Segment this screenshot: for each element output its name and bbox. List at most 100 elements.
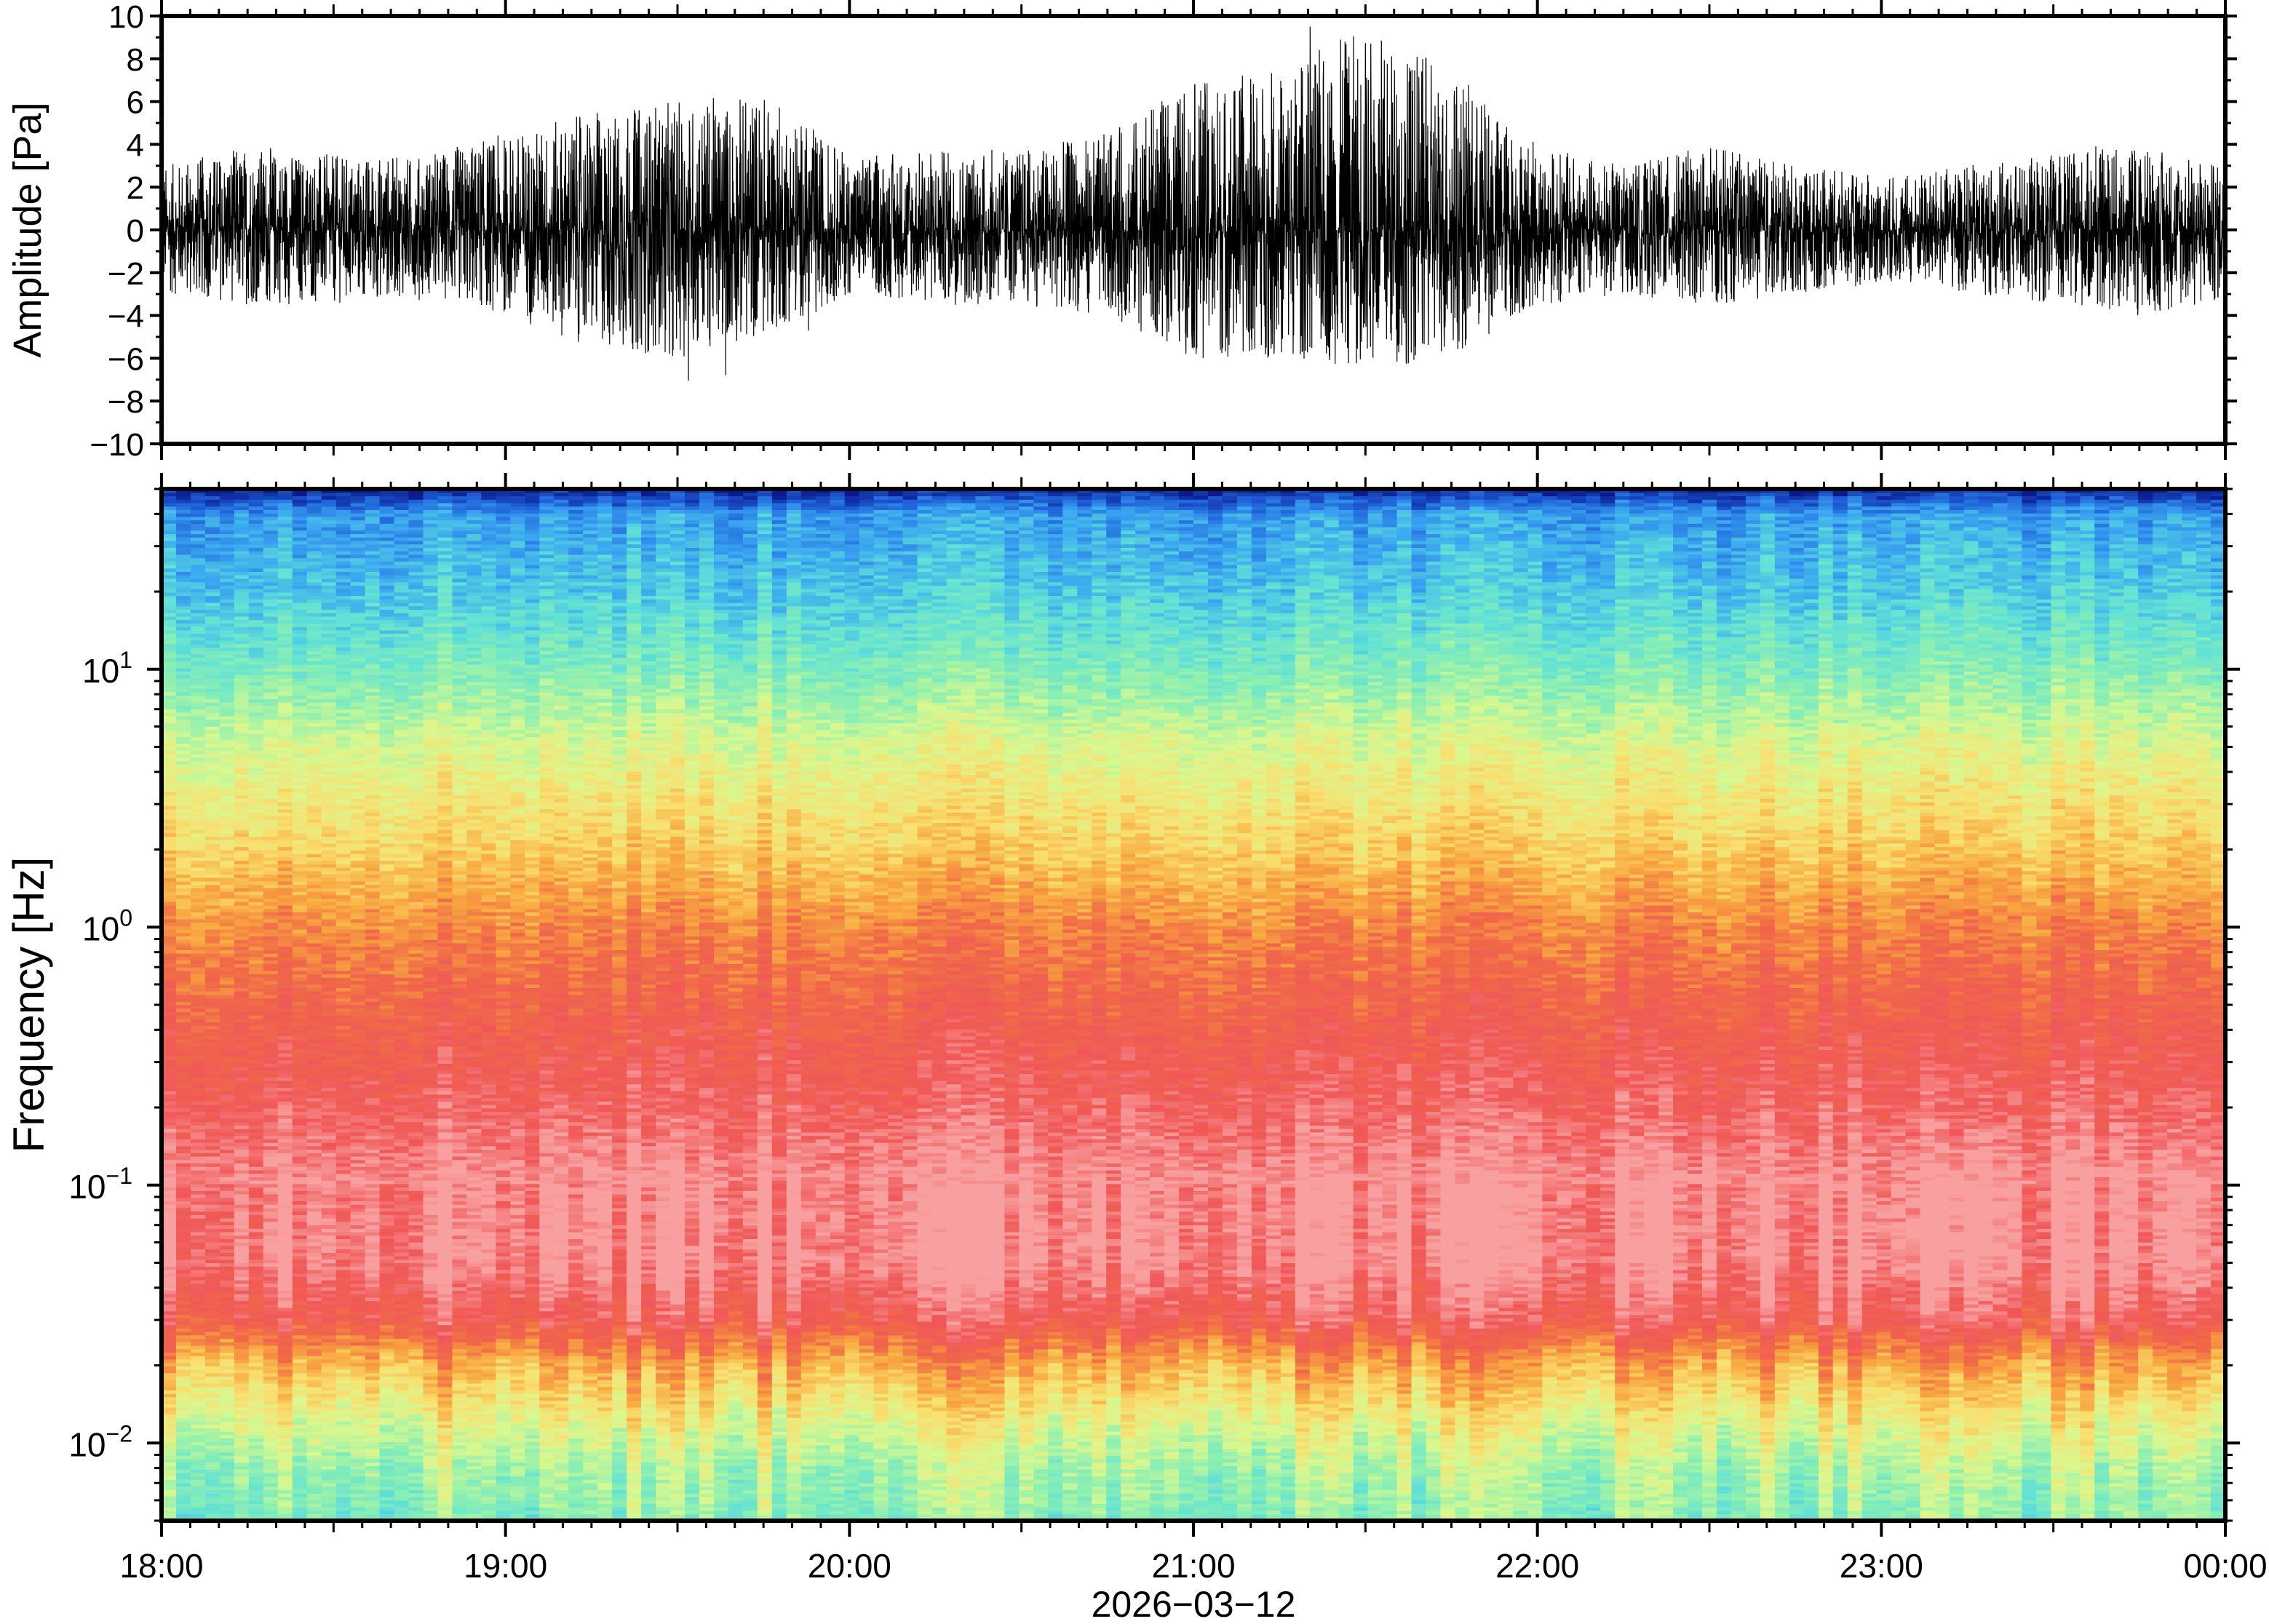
spectrogram-cell <box>1077 1455 1092 1459</box>
spectrogram-cell <box>423 1473 438 1476</box>
spectrogram-cell <box>481 1428 496 1431</box>
spectrogram-cell <box>1150 1486 1165 1490</box>
spectrogram-cell <box>2167 1438 2182 1442</box>
spectrogram-cell <box>1862 1428 1877 1431</box>
spectrogram-cell <box>627 1445 642 1449</box>
spectrogram-cell <box>2036 1438 2051 1442</box>
spectrogram-cell <box>975 1489 990 1493</box>
spectrogram-cell <box>946 1479 961 1483</box>
spectrogram-cell <box>1412 1414 1427 1417</box>
spectrogram-cell <box>1208 1431 1223 1435</box>
spectrogram-cell <box>1731 1514 1747 1518</box>
y-tick-label: −8 <box>108 384 144 420</box>
spectrogram-cell <box>2123 1479 2139 1483</box>
spectrogram-cell <box>2153 1497 2168 1500</box>
spectrogram-cell <box>466 1479 482 1483</box>
spectrogram-cell <box>1193 1489 1209 1493</box>
spectrogram-cell <box>1746 1438 1761 1442</box>
spectrogram-cell <box>1339 1489 1354 1493</box>
spectrogram-cell <box>830 1479 846 1483</box>
spectrogram-cell <box>932 1465 947 1469</box>
spectrogram-cell <box>1557 1417 1572 1421</box>
spectrogram-cell <box>249 1455 264 1459</box>
spectrogram-cell <box>176 1476 191 1480</box>
spectrogram-cell <box>816 1455 831 1459</box>
spectrogram-cell <box>1513 1473 1528 1476</box>
spectrogram-cell <box>1644 1476 1659 1480</box>
spectrogram-cell <box>889 1483 904 1486</box>
spectrogram-cell <box>1804 1510 1819 1514</box>
spectrogram-cell <box>670 1411 686 1414</box>
spectrogram-cell <box>1383 1438 1398 1442</box>
spectrogram-cell <box>351 1435 366 1438</box>
spectrogram-cell <box>2109 1414 2124 1417</box>
spectrogram-cell <box>772 1441 787 1445</box>
spectrogram-cell <box>1789 1465 1805 1469</box>
spectrogram-cell <box>1354 1483 1369 1486</box>
spectrogram-cell <box>496 1445 511 1449</box>
spectrogram-cell <box>1208 1503 1223 1507</box>
spectrogram-cell <box>1179 1493 1194 1497</box>
spectrogram-cell <box>1441 1428 1456 1431</box>
spectrogram-cell <box>1193 1500 1209 1504</box>
spectrogram-cell <box>859 1462 875 1466</box>
spectrogram-cell <box>322 1438 337 1442</box>
spectrogram-cell <box>1484 1452 1499 1455</box>
spectrogram-cell <box>2109 1479 2124 1483</box>
spectrogram-cell <box>496 1465 511 1469</box>
spectrogram-cell <box>1775 1455 1790 1459</box>
spectrogram-cell <box>728 1479 744 1483</box>
spectrogram-cell <box>889 1469 904 1473</box>
spectrogram-heatmap <box>162 489 2226 1521</box>
spectrogram-cell <box>1092 1500 1107 1504</box>
spectrogram-cell <box>249 1507 264 1510</box>
spectrogram-cell <box>583 1510 598 1514</box>
spectrogram-cell <box>554 1445 569 1449</box>
spectrogram-cell <box>1731 1411 1747 1414</box>
spectrogram-cell <box>1354 1431 1369 1435</box>
spectrogram-cell <box>1906 1507 1921 1510</box>
spectrogram-cell <box>2094 1507 2110 1510</box>
spectrogram-cell <box>612 1465 627 1469</box>
spectrogram-cell <box>1484 1411 1499 1414</box>
spectrogram-cell <box>1441 1449 1456 1452</box>
spectrogram-cell <box>1426 1462 1442 1466</box>
spectrogram-cell <box>525 1473 540 1476</box>
spectrogram-cell <box>583 1465 598 1469</box>
spectrogram-cell <box>932 1431 947 1435</box>
spectrogram-cell <box>612 1417 627 1421</box>
spectrogram-cell <box>728 1452 744 1455</box>
spectrogram-cell <box>1629 1469 1645 1473</box>
spectrogram-cell <box>176 1459 191 1462</box>
spectrogram-cell <box>278 1479 293 1483</box>
spectrogram-cell <box>1426 1425 1442 1428</box>
spectrogram-cell <box>2022 1449 2037 1452</box>
spectrogram-cell <box>816 1428 831 1431</box>
spectrogram-cell <box>685 1455 700 1459</box>
spectrogram-cell <box>1513 1445 1528 1449</box>
spectrogram-cell <box>205 1462 220 1466</box>
spectrogram-cell <box>466 1486 482 1490</box>
spectrogram-cell <box>1033 1431 1049 1435</box>
spectrogram-cell <box>1760 1425 1776 1428</box>
spectrogram-cell <box>670 1465 686 1469</box>
spectrogram-cell <box>1033 1514 1049 1518</box>
spectrogram-cell <box>2109 1486 2124 1490</box>
spectrogram-cell <box>1557 1428 1572 1431</box>
spectrogram-cell <box>1746 1493 1761 1497</box>
spectrogram-cell <box>409 1455 424 1459</box>
spectrogram-cell <box>496 1486 511 1490</box>
spectrogram-cell <box>278 1452 293 1455</box>
spectrogram-cell <box>249 1510 264 1514</box>
spectrogram-cell <box>466 1514 482 1518</box>
spectrogram-cell <box>1062 1421 1078 1425</box>
spectrogram-cell <box>1106 1459 1121 1462</box>
spectrogram-cell <box>1688 1431 1703 1435</box>
spectrogram-cell <box>1673 1459 1688 1462</box>
spectrogram-cell <box>859 1486 875 1490</box>
spectrogram-cell <box>452 1431 467 1435</box>
spectrogram-cell <box>423 1465 438 1469</box>
spectrogram-cell <box>1862 1479 1877 1483</box>
spectrogram-cell <box>2182 1455 2197 1459</box>
spectrogram-cell <box>1848 1510 1863 1514</box>
